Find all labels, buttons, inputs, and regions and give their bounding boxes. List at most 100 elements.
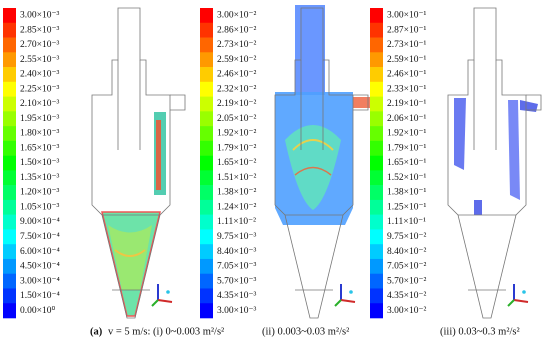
colorbar-swatch bbox=[200, 96, 213, 112]
colorbar-label: 2.55×10⁻³ bbox=[20, 55, 59, 65]
colorbar-label: 8.40×10⁻² bbox=[387, 247, 426, 257]
colorbar-swatch bbox=[200, 8, 213, 24]
contour bbox=[353, 97, 371, 108]
axis-triad bbox=[157, 299, 173, 303]
colorbar-swatch bbox=[3, 170, 16, 186]
colorbar-swatch bbox=[200, 81, 213, 97]
colorbar-swatch bbox=[3, 96, 16, 112]
axis-triad bbox=[340, 299, 356, 303]
contour bbox=[156, 120, 161, 190]
caption: (iii) 0.03~0.3 m²/s² bbox=[440, 326, 520, 337]
colorbar-label: 3.00×10⁻¹ bbox=[387, 11, 426, 21]
colorbar-label: 7.50×10⁻⁴ bbox=[20, 232, 60, 242]
contour bbox=[295, 5, 325, 95]
colorbar-label: 2.73×10⁻¹ bbox=[387, 40, 426, 50]
colorbar-swatch bbox=[370, 140, 383, 156]
colorbar-label: 5.70×10⁻³ bbox=[217, 276, 256, 286]
colorbar-label: 1.65×10⁻² bbox=[217, 158, 256, 168]
colorbar-swatch bbox=[200, 244, 213, 260]
contour bbox=[508, 100, 520, 200]
colorbar-swatch bbox=[3, 8, 16, 24]
colorbar-label: 3.00×10⁻³ bbox=[20, 11, 59, 21]
colorbar-swatch bbox=[370, 273, 383, 289]
colorbar-swatch bbox=[3, 244, 16, 260]
colorbar-label: 2.40×10⁻³ bbox=[20, 70, 59, 80]
colorbar-label: 1.38×10⁻¹ bbox=[387, 188, 426, 198]
geometry-outline bbox=[170, 94, 186, 111]
colorbar-label: 2.19×10⁻² bbox=[217, 99, 256, 109]
colorbar-swatch bbox=[200, 126, 213, 142]
colorbar-label: 2.19×10⁻¹ bbox=[387, 99, 426, 109]
colorbar-label: 1.92×10⁻² bbox=[217, 129, 256, 139]
colorbar-label: 2.46×10⁻¹ bbox=[387, 70, 426, 80]
caption: (ii) 0.003~0.03 m²/s² bbox=[262, 326, 349, 337]
colorbar-label: 1.50×10⁻³ bbox=[20, 158, 59, 168]
colorbar-label: 3.00×10⁻⁴ bbox=[20, 276, 60, 286]
colorbar-label: 5.70×10⁻² bbox=[387, 276, 426, 286]
colorbar-label: 1.50×10⁻⁴ bbox=[20, 291, 60, 301]
colorbar-swatch bbox=[3, 258, 16, 275]
axis-dot bbox=[166, 290, 170, 294]
colorbar-swatch bbox=[370, 155, 383, 171]
colorbar-label: 1.25×10⁻¹ bbox=[387, 202, 426, 212]
colorbar-label: 2.46×10⁻² bbox=[217, 70, 256, 80]
colorbar-label: 3.00×10⁻² bbox=[217, 11, 256, 21]
colorbar-label: 4.50×10⁻⁴ bbox=[20, 262, 60, 272]
colorbar-swatch bbox=[3, 155, 16, 171]
colorbar-label: 7.05×10⁻² bbox=[387, 262, 426, 272]
colorbar-swatch bbox=[200, 229, 213, 245]
axis-triad bbox=[151, 299, 159, 307]
colorbar-label: 1.05×10⁻³ bbox=[20, 202, 59, 212]
colorbar-label: 1.80×10⁻³ bbox=[20, 129, 59, 139]
colorbar-swatch bbox=[370, 126, 383, 142]
colorbar-swatch bbox=[200, 52, 213, 68]
axis-triad bbox=[513, 299, 529, 303]
colorbar-label: 9.00×10⁻⁴ bbox=[20, 217, 60, 227]
colorbar-label: 1.95×10⁻³ bbox=[20, 114, 59, 124]
colorbar-swatch bbox=[200, 214, 213, 230]
colorbar-label: 2.85×10⁻³ bbox=[20, 25, 59, 35]
axis-triad bbox=[334, 299, 342, 307]
colorbar-swatch bbox=[3, 52, 16, 68]
colorbar-label: 7.05×10⁻³ bbox=[217, 262, 256, 272]
colorbar-label: 1.11×10⁻¹ bbox=[387, 217, 426, 227]
colorbar-swatch bbox=[370, 185, 383, 201]
geometry-outline bbox=[447, 7, 527, 319]
colorbar-swatch bbox=[370, 229, 383, 245]
colorbar-swatch bbox=[3, 303, 16, 319]
colorbar-swatch bbox=[200, 111, 213, 127]
geometry-outline bbox=[526, 94, 542, 111]
colorbar-swatch bbox=[3, 111, 16, 127]
colorbar-label: 3.00×10⁻³ bbox=[217, 306, 256, 316]
colorbar-swatch bbox=[200, 199, 213, 215]
colorbar-label: 1.79×10⁻² bbox=[217, 143, 256, 153]
colorbar-label: 2.33×10⁻¹ bbox=[387, 84, 426, 94]
colorbar-swatch bbox=[3, 214, 16, 230]
colorbar-label: 8.40×10⁻³ bbox=[217, 247, 256, 257]
colorbar-swatch bbox=[200, 37, 213, 53]
colorbar-label: 9.75×10⁻² bbox=[387, 232, 426, 242]
colorbar-label: 1.92×10⁻¹ bbox=[387, 129, 426, 139]
colorbar-swatch bbox=[200, 140, 213, 156]
colorbar-swatch bbox=[370, 22, 383, 38]
colorbar-swatch bbox=[370, 111, 383, 127]
colorbar-swatch bbox=[3, 273, 16, 289]
colorbar-swatch bbox=[3, 288, 16, 304]
colorbar-label: 2.59×10⁻¹ bbox=[387, 55, 426, 65]
colorbar-swatch bbox=[370, 214, 383, 230]
colorbar-label: 1.20×10⁻³ bbox=[20, 188, 59, 198]
colorbar-swatch bbox=[3, 67, 16, 83]
geometry-outline bbox=[458, 214, 516, 291]
colorbar-label: 1.65×10⁻³ bbox=[20, 143, 59, 153]
contour bbox=[294, 166, 332, 176]
axis-triad bbox=[507, 299, 515, 307]
colorbar-swatch bbox=[3, 126, 16, 142]
colorbar-label: 3.00×10⁻² bbox=[387, 306, 426, 316]
colorbar-swatch bbox=[370, 170, 383, 186]
colorbar-label: 2.25×10⁻³ bbox=[20, 84, 59, 94]
geometry-outline bbox=[300, 60, 324, 150]
colorbar-label: 4.35×10⁻² bbox=[387, 291, 426, 301]
geometry-outline bbox=[274, 7, 354, 319]
colorbar-swatch bbox=[370, 81, 383, 97]
